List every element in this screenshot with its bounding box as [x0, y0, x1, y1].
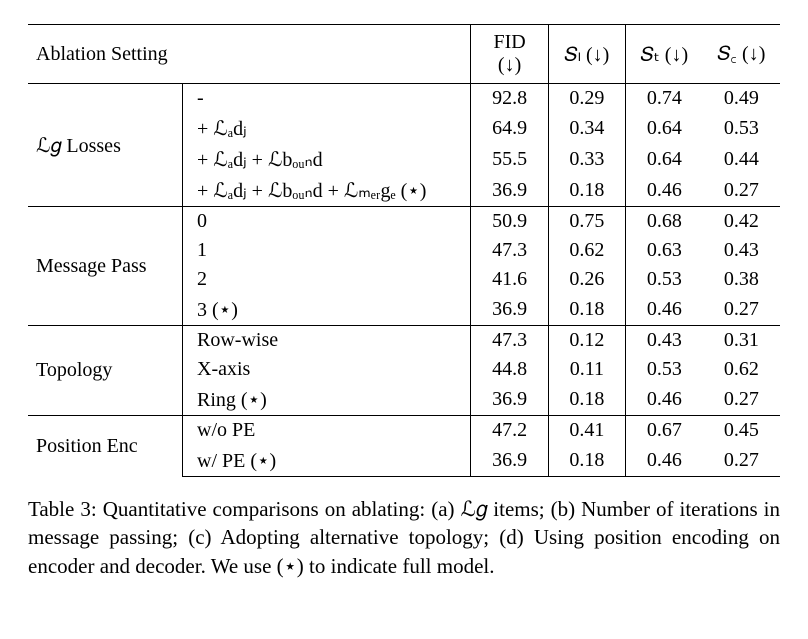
table-row: Message Pass050.90.750.680.42 [28, 207, 780, 237]
cell-setting: w/ PE (⋆) [183, 445, 471, 477]
cell-sc: 0.42 [703, 207, 780, 237]
cell-sc: 0.27 [703, 175, 780, 207]
cell-fid: 64.9 [471, 113, 548, 144]
cell-st: 0.64 [625, 144, 702, 175]
cell-st: 0.53 [625, 265, 702, 294]
cell-fid: 92.8 [471, 84, 548, 114]
cell-st: 0.68 [625, 207, 702, 237]
group-label: Position Enc [28, 416, 183, 477]
cell-setting: Ring (⋆) [183, 384, 471, 416]
header-sl: 𝑆ₗ (↓) [548, 25, 625, 84]
cell-st: 0.63 [625, 236, 702, 265]
cell-setting: + ℒₐdⱼ [183, 113, 471, 144]
cell-st: 0.64 [625, 113, 702, 144]
cell-setting: 2 [183, 265, 471, 294]
cell-fid: 44.8 [471, 355, 548, 384]
cell-st: 0.46 [625, 445, 702, 477]
cell-setting: X-axis [183, 355, 471, 384]
header-sc: 𝑆꜀ (↓) [703, 25, 780, 84]
group-label: ℒ𝑔 Losses [28, 84, 183, 207]
cell-sl: 0.62 [548, 236, 625, 265]
cell-sc: 0.43 [703, 236, 780, 265]
cell-fid: 47.3 [471, 326, 548, 356]
cell-setting: + ℒₐdⱼ + ℒbₒᵤₙd + ℒₘₑᵣgₑ (⋆) [183, 175, 471, 207]
cell-sl: 0.34 [548, 113, 625, 144]
cell-setting: w/o PE [183, 416, 471, 446]
cell-st: 0.67 [625, 416, 702, 446]
table-body: ℒ𝑔 Losses-92.80.290.740.49+ ℒₐdⱼ64.90.34… [28, 84, 780, 477]
cell-fid: 36.9 [471, 384, 548, 416]
cell-sc: 0.62 [703, 355, 780, 384]
cell-sc: 0.45 [703, 416, 780, 446]
cell-sc: 0.27 [703, 384, 780, 416]
cell-sl: 0.41 [548, 416, 625, 446]
cell-fid: 47.3 [471, 236, 548, 265]
cell-sl: 0.75 [548, 207, 625, 237]
group-label: Message Pass [28, 207, 183, 326]
cell-sl: 0.18 [548, 384, 625, 416]
cell-fid: 47.2 [471, 416, 548, 446]
cell-sl: 0.11 [548, 355, 625, 384]
cell-st: 0.74 [625, 84, 702, 114]
cell-fid: 55.5 [471, 144, 548, 175]
cell-setting: - [183, 84, 471, 114]
cell-st: 0.53 [625, 355, 702, 384]
cell-fid: 50.9 [471, 207, 548, 237]
group-label: Topology [28, 326, 183, 416]
cell-sl: 0.12 [548, 326, 625, 356]
table-row: TopologyRow-wise47.30.120.430.31 [28, 326, 780, 356]
cell-setting: + ℒₐdⱼ + ℒbₒᵤₙd [183, 144, 471, 175]
cell-fid: 36.9 [471, 294, 548, 326]
cell-sl: 0.18 [548, 175, 625, 207]
header-st: 𝑆ₜ (↓) [625, 25, 702, 84]
cell-sl: 0.18 [548, 445, 625, 477]
cell-sc: 0.27 [703, 294, 780, 326]
cell-sc: 0.53 [703, 113, 780, 144]
header-ablation-setting: Ablation Setting [28, 25, 471, 84]
cell-fid: 41.6 [471, 265, 548, 294]
cell-st: 0.43 [625, 326, 702, 356]
cell-st: 0.46 [625, 294, 702, 326]
table-row: Position Encw/o PE47.20.410.670.45 [28, 416, 780, 446]
cell-sc: 0.38 [703, 265, 780, 294]
cell-setting: Row-wise [183, 326, 471, 356]
cell-fid: 36.9 [471, 445, 548, 477]
header-fid: FID (↓) [471, 25, 548, 84]
cell-fid: 36.9 [471, 175, 548, 207]
ablation-table: Ablation Setting FID (↓) 𝑆ₗ (↓) 𝑆ₜ (↓) 𝑆… [28, 24, 780, 477]
cell-sl: 0.33 [548, 144, 625, 175]
cell-sl: 0.26 [548, 265, 625, 294]
table-caption: Table 3: Quantitative comparisons on abl… [28, 495, 780, 580]
cell-st: 0.46 [625, 384, 702, 416]
cell-sc: 0.49 [703, 84, 780, 114]
cell-sl: 0.29 [548, 84, 625, 114]
cell-sc: 0.31 [703, 326, 780, 356]
cell-setting: 3 (⋆) [183, 294, 471, 326]
cell-sl: 0.18 [548, 294, 625, 326]
cell-sc: 0.44 [703, 144, 780, 175]
cell-setting: 1 [183, 236, 471, 265]
table-header-row: Ablation Setting FID (↓) 𝑆ₗ (↓) 𝑆ₜ (↓) 𝑆… [28, 25, 780, 84]
table-row: ℒ𝑔 Losses-92.80.290.740.49 [28, 84, 780, 114]
cell-setting: 0 [183, 207, 471, 237]
cell-st: 0.46 [625, 175, 702, 207]
cell-sc: 0.27 [703, 445, 780, 477]
